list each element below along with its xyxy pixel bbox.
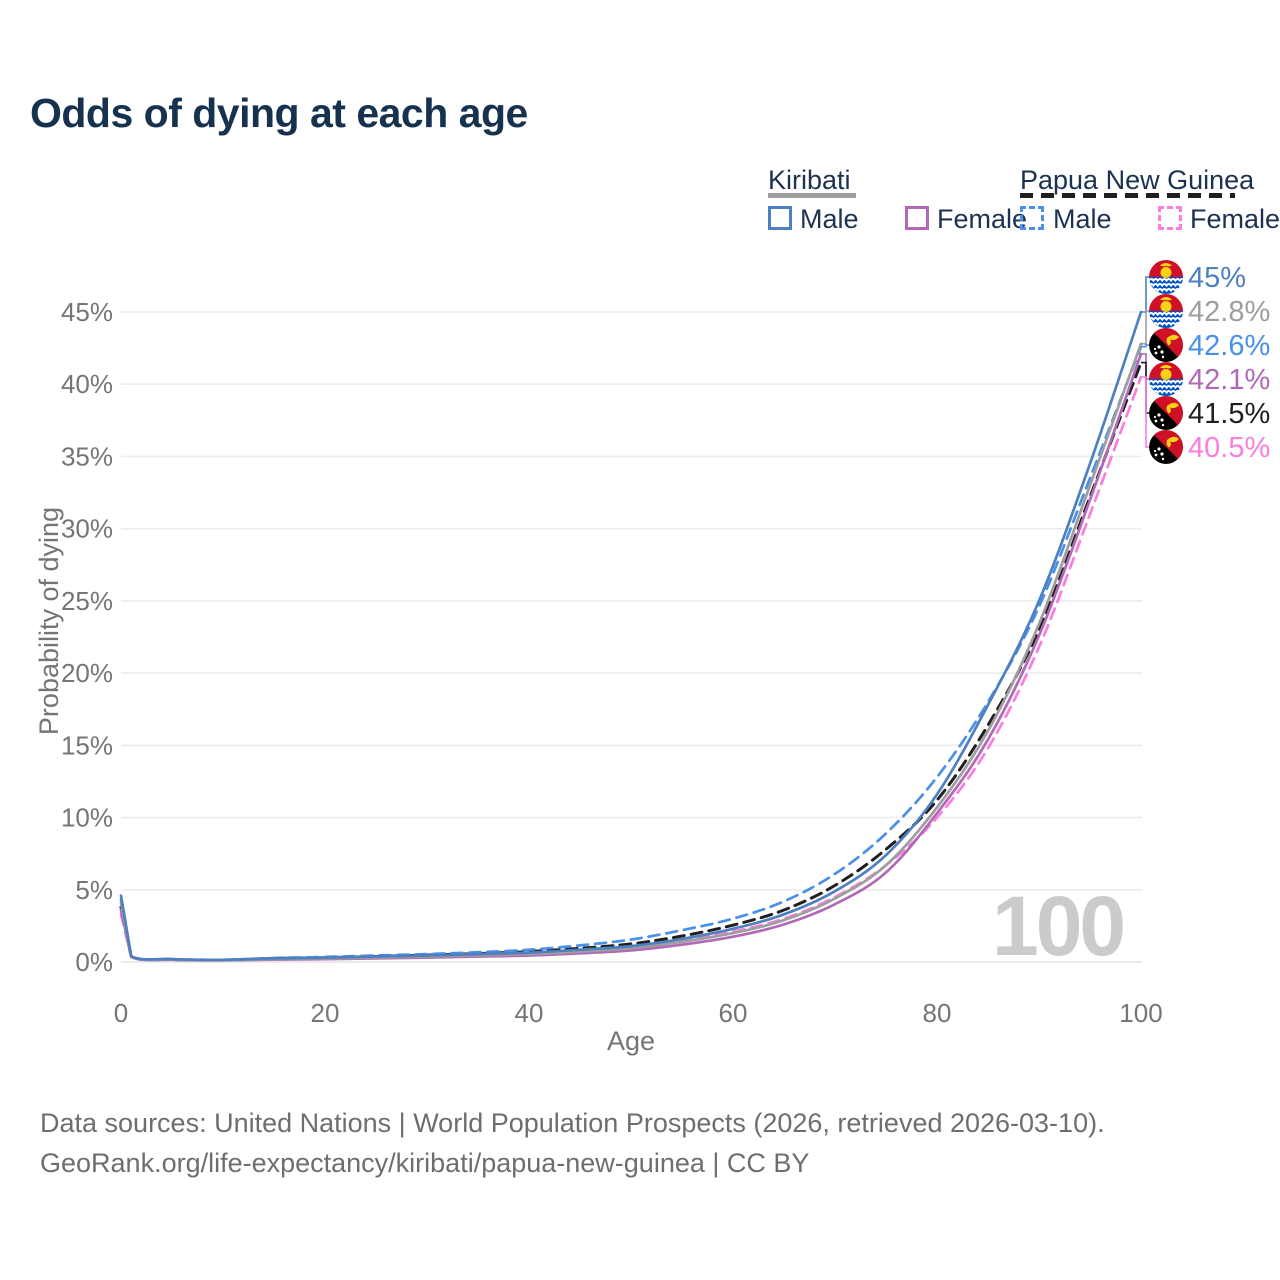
png-star [1157, 345, 1161, 349]
kiribati-waves [1149, 283, 1183, 288]
y-tick-label: 30% [61, 514, 113, 544]
series-line-papua-new-guinea-both [119, 361, 1143, 962]
papua-new-guinea-flag-icon [1149, 328, 1183, 362]
png-bird-of-paradise [1166, 436, 1179, 448]
legend-swatch-papua-new-guinea-male[interactable] [1020, 206, 1044, 230]
kiribati-frigatebird [1160, 297, 1172, 301]
series-line-papua-new-guinea-female [119, 375, 1143, 962]
kiribati-frigatebird [1160, 365, 1172, 369]
legend-country-kiribati[interactable]: Kiribati [768, 165, 851, 195]
series-line-kiribati-male [119, 310, 1143, 962]
y-tick-label: 5% [75, 875, 113, 905]
kiribati-sun [1160, 301, 1172, 312]
png-star [1153, 449, 1157, 453]
png-star [1154, 351, 1158, 355]
kiribati-flag-icon [1149, 362, 1183, 396]
kiribati-waves [1149, 380, 1183, 385]
png-star [1153, 415, 1157, 419]
png-star [1154, 453, 1158, 457]
png-bird-of-paradise [1166, 402, 1179, 414]
png-star [1153, 347, 1157, 351]
x-tick-label: 20 [311, 998, 340, 1028]
y-tick-label: 40% [61, 369, 113, 399]
end-label-connector-kiribati-both [1141, 310, 1150, 345]
kiribati-flag-icon [1149, 260, 1183, 294]
kiribati-frigatebird [1160, 263, 1172, 267]
kiribati-waves [1149, 317, 1183, 322]
end-label-connector-papua-new-guinea-male [1141, 344, 1150, 348]
end-label-connector-kiribati-male [1141, 276, 1150, 313]
y-tick-label: 25% [61, 586, 113, 616]
png-star [1157, 447, 1161, 451]
legend-underline-papua-new-guinea-dashed [1020, 193, 1235, 198]
y-tick-label: 0% [75, 947, 113, 977]
x-tick-label: 0 [114, 998, 128, 1028]
kiribati-waves [1149, 278, 1183, 283]
png-star [1160, 418, 1164, 422]
papua-new-guinea-flag-icon [1149, 430, 1183, 464]
kiribati-sun [1160, 369, 1172, 380]
png-star [1160, 350, 1164, 354]
end-label-papua-new-guinea-female: 40.5% [1188, 432, 1270, 464]
png-star [1154, 419, 1158, 423]
footer-attribution: GeoRank.org/life-expectancy/kiribati/pap… [40, 1148, 810, 1178]
png-star [1161, 457, 1165, 461]
legend-underline-kiribati-solid [768, 193, 856, 198]
kiribati-waves [1149, 390, 1183, 395]
kiribati-sun [1160, 267, 1172, 278]
legend-swatch-kiribati-male[interactable] [768, 206, 792, 230]
end-label-kiribati-male: 45% [1188, 262, 1246, 294]
y-tick-label: 35% [61, 441, 113, 471]
papua-new-guinea-flag-icon [1149, 396, 1183, 430]
y-tick-label: 15% [61, 730, 113, 760]
kiribati-waves [1149, 322, 1183, 327]
legend-country-papua-new-guinea[interactable]: Papua New Guinea [1020, 165, 1255, 195]
kiribati-waves [1149, 288, 1183, 293]
y-tick-label: 10% [61, 803, 113, 833]
footer-data-sources: Data sources: United Nations | World Pop… [40, 1108, 1105, 1138]
end-label-connector-papua-new-guinea-female [1141, 376, 1150, 448]
end-label-kiribati-female: 42.1% [1188, 364, 1270, 396]
x-tick-label: 40 [515, 998, 544, 1028]
kiribati-flag-icon [1149, 294, 1183, 328]
png-star [1161, 355, 1165, 359]
x-tick-label: 60 [719, 998, 748, 1028]
page-title: Odds of dying at each age [30, 90, 528, 136]
legend-label-kiribati-male[interactable]: Male [800, 204, 859, 234]
legend-label-papua-new-guinea-male[interactable]: Male [1053, 204, 1112, 234]
png-star [1157, 413, 1161, 417]
hover-age-watermark: 100 [992, 879, 1126, 973]
legend-swatch-kiribati-female[interactable] [905, 206, 929, 230]
end-label-papua-new-guinea-male: 42.6% [1188, 330, 1270, 362]
kiribati-waves [1149, 312, 1183, 317]
x-axis-label: Age [606, 1026, 656, 1056]
end-label-papua-new-guinea-both: 41.5% [1188, 398, 1270, 430]
series-line-papua-new-guinea-male [119, 345, 1143, 962]
y-tick-label: 20% [61, 658, 113, 688]
series-line-kiribati-both [119, 342, 1143, 962]
kiribati-waves [1149, 385, 1183, 390]
png-bird-of-paradise [1166, 334, 1179, 346]
legend-label-papua-new-guinea-female[interactable]: Female [1190, 204, 1280, 234]
x-tick-label: 100 [1119, 998, 1162, 1028]
legend-label-kiribati-female[interactable]: Female [937, 204, 1028, 234]
png-star [1160, 452, 1164, 456]
end-label-kiribati-both: 42.8% [1188, 296, 1270, 328]
x-tick-label: 80 [923, 998, 952, 1028]
png-star [1161, 423, 1165, 427]
legend-swatch-papua-new-guinea-female[interactable] [1158, 206, 1182, 230]
y-axis-label: Probability of dying [34, 506, 64, 736]
y-tick-label: 45% [61, 297, 113, 327]
series-line-kiribati-female [119, 352, 1143, 962]
